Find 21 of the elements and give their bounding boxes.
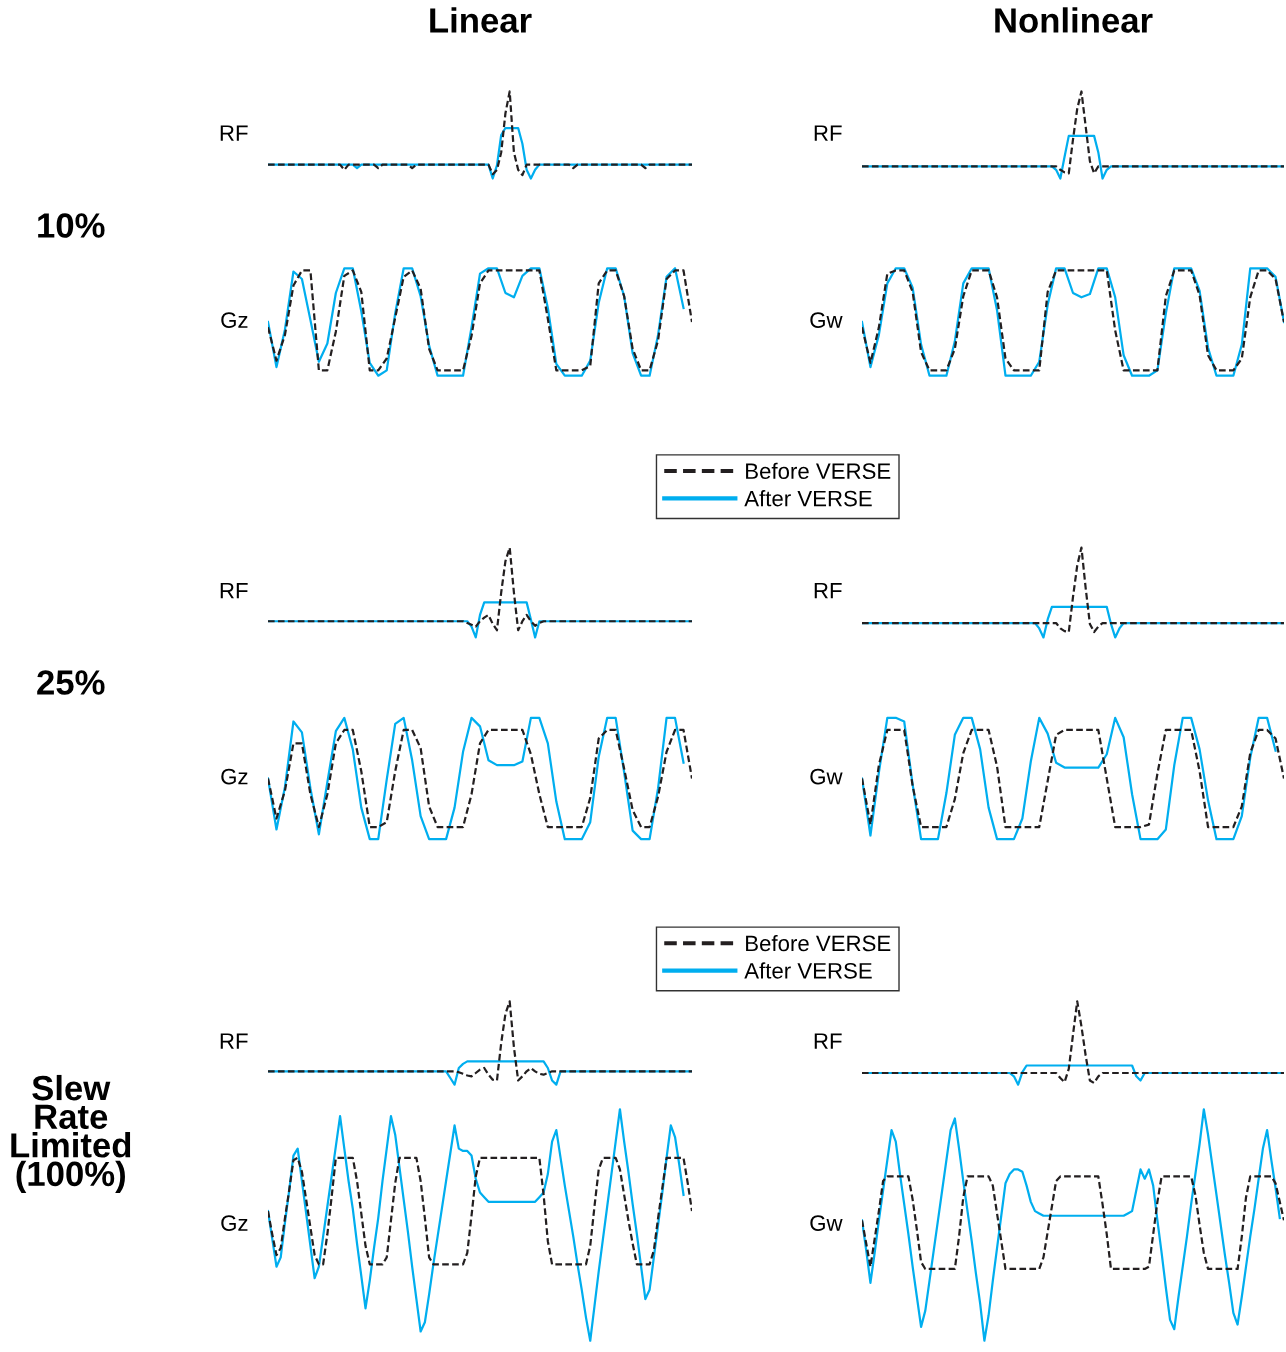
- y-axis-title: RF: [220, 1033, 248, 1049]
- y-axis-title: Gz: [221, 1215, 248, 1231]
- chart-title: Nonlinear: [995, 7, 1153, 33]
- y-axis-title: RF: [814, 125, 842, 141]
- y-axis-title: RF: [220, 582, 248, 599]
- y-axis-title: Gw: [810, 768, 843, 785]
- legend-label: After VERSE: [744, 962, 872, 979]
- y-axis-title: Gz: [221, 768, 248, 785]
- y-axis-title: Gz: [221, 312, 248, 328]
- text: Slew Rate Limited (100%): [11, 1074, 131, 1194]
- legend-label: After VERSE: [744, 490, 872, 507]
- legend-label: Before VERSE: [746, 934, 891, 952]
- y-axis-title: RF: [220, 125, 248, 141]
- text: 25%: [37, 670, 105, 695]
- text: 10%: [38, 213, 105, 238]
- chart-title: Linear: [430, 7, 532, 33]
- y-axis-title: Gw: [810, 312, 843, 328]
- legend-label: Before VERSE: [746, 462, 891, 480]
- y-axis-title: Gw: [810, 1215, 843, 1231]
- y-axis-title: RF: [814, 582, 842, 599]
- y-axis-title: RF: [814, 1033, 842, 1049]
